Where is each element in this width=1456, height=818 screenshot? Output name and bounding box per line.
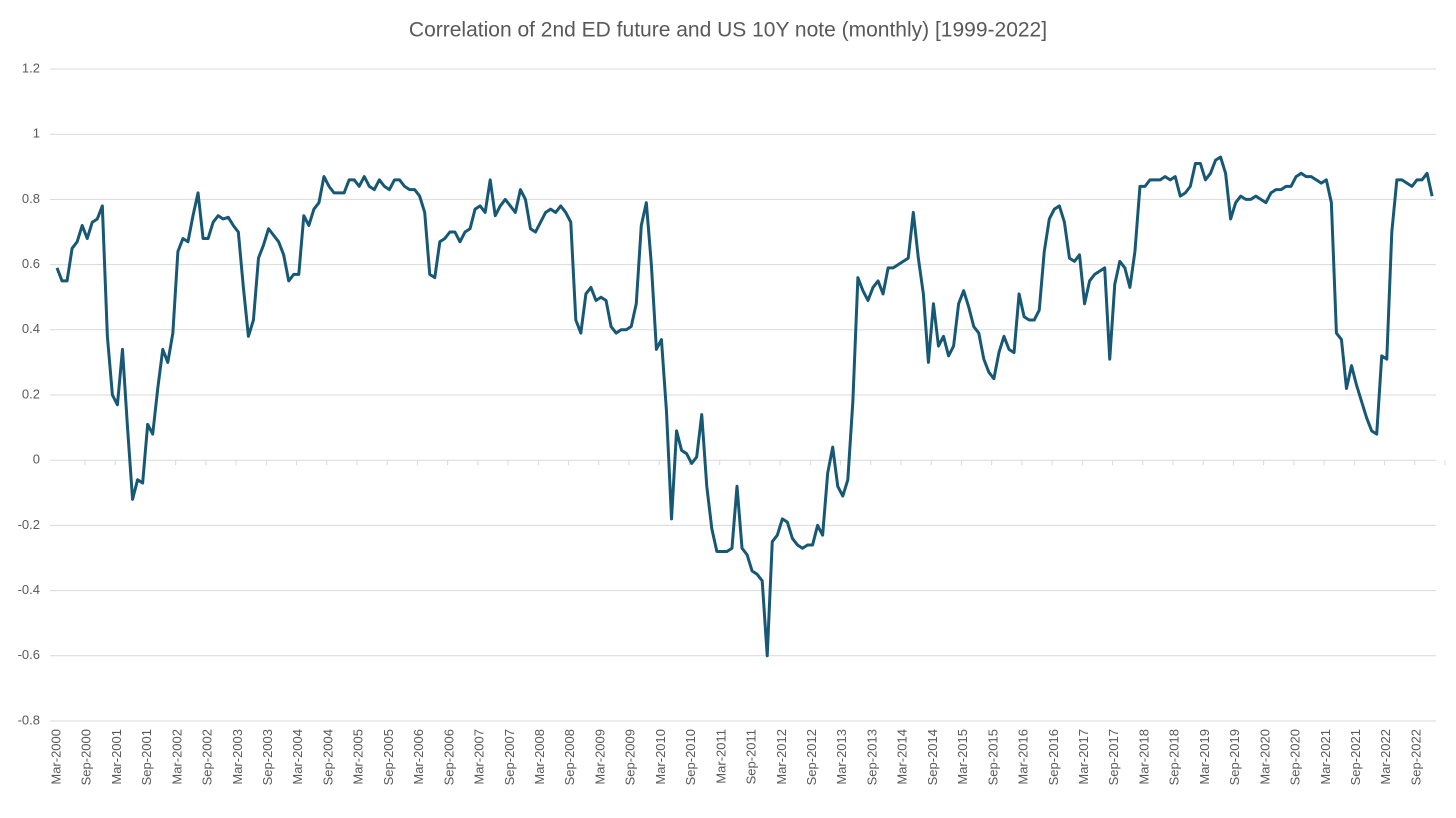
y-tick-label: -0.2 <box>18 517 40 532</box>
x-tick-label: Mar-2018 <box>1136 729 1151 785</box>
x-tick-label: Mar-2004 <box>290 729 305 785</box>
y-tick-label: 0.8 <box>22 191 40 206</box>
chart-title: Correlation of 2nd ED future and US 10Y … <box>409 19 1047 42</box>
x-tick-label: Sep-2004 <box>320 729 335 785</box>
x-tick-label: Sep-2003 <box>260 729 275 785</box>
x-tick-label: Mar-2014 <box>895 729 910 785</box>
x-tick-label: Mar-2009 <box>592 729 607 785</box>
x-tick-label: Sep-2005 <box>381 729 396 785</box>
x-tick-label: Sep-2014 <box>925 729 940 785</box>
y-tick-label: -0.4 <box>18 582 40 597</box>
x-tick-label: Mar-2019 <box>1197 729 1212 785</box>
x-tick-label: Mar-2017 <box>1076 729 1091 785</box>
x-tick-label: Sep-2006 <box>441 729 456 785</box>
x-tick-label: Mar-2021 <box>1318 729 1333 785</box>
x-tick-label: Mar-2022 <box>1378 729 1393 785</box>
x-tick-label: Sep-2021 <box>1348 729 1363 785</box>
x-tick-label: Sep-2010 <box>683 729 698 785</box>
x-tick-label: Sep-2001 <box>139 729 154 785</box>
y-tick-label: 0 <box>33 452 40 467</box>
x-tick-label: Mar-2010 <box>653 729 668 785</box>
x-tick-label: Mar-2016 <box>1016 729 1031 785</box>
x-tick-label: Mar-2002 <box>169 729 184 785</box>
y-tick-label: 0.2 <box>22 386 40 401</box>
y-tick-label: 0.4 <box>22 321 40 336</box>
x-tick-label: Mar-2007 <box>472 729 487 785</box>
x-tick-label: Mar-2006 <box>411 729 426 785</box>
x-tick-label: Sep-2012 <box>804 729 819 785</box>
line-series <box>55 155 1434 658</box>
y-tick-label: 0.6 <box>22 256 40 271</box>
x-tick-label: Mar-2015 <box>955 729 970 785</box>
x-tick-label: Sep-2022 <box>1408 729 1423 785</box>
x-tick-label: Sep-2016 <box>1046 729 1061 785</box>
x-tick-label: Sep-2009 <box>623 729 638 785</box>
x-tick-label: Mar-2005 <box>351 729 366 785</box>
x-tick-label: Mar-2013 <box>834 729 849 785</box>
x-tick-label: Sep-2018 <box>1167 729 1182 785</box>
y-tick-label: -0.6 <box>18 647 40 662</box>
x-tick-label: Sep-2011 <box>744 729 759 784</box>
x-tick-label: Mar-2003 <box>230 729 245 785</box>
x-tick-label: Mar-2020 <box>1257 729 1272 785</box>
x-tick-label: Sep-2002 <box>200 729 215 785</box>
x-tick-label: Sep-2007 <box>502 729 517 785</box>
x-tick-label: Mar-2001 <box>109 729 124 785</box>
x-tick-label: Mar-2011 <box>713 729 728 784</box>
y-tick-label: 1 <box>33 126 40 141</box>
y-tick-label: -0.8 <box>18 712 40 727</box>
x-tick-label: Sep-2000 <box>79 729 94 785</box>
y-tick-label: 1.2 <box>22 60 40 75</box>
x-tick-label: Mar-2008 <box>532 729 547 785</box>
x-tick-label: Sep-2020 <box>1288 729 1303 785</box>
x-tick-label: Sep-2017 <box>1106 729 1121 785</box>
x-tick-label: Mar-2000 <box>48 729 63 785</box>
x-tick-label: Sep-2019 <box>1227 729 1242 785</box>
x-tick-label: Mar-2012 <box>774 729 789 785</box>
x-tick-label: Sep-2008 <box>562 729 577 785</box>
x-tick-label: Sep-2013 <box>864 729 879 785</box>
x-tick-label: Sep-2015 <box>985 729 1000 785</box>
